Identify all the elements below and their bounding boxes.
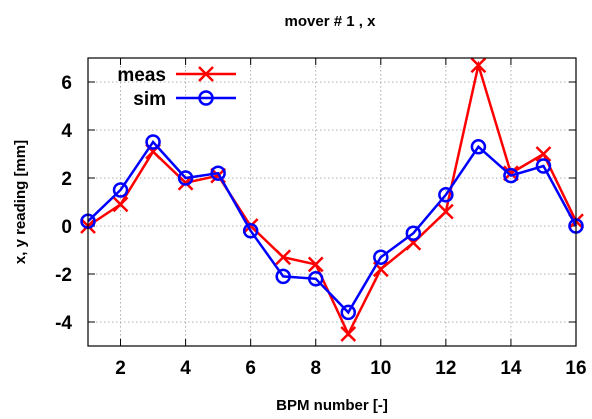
series-layer (80, 57, 584, 342)
plot-frame (87, 57, 577, 347)
axis-ticks: 2 4 6 8 10 12 14 16 -4 -2 0 2 4 6 (55, 58, 587, 379)
y-axis-label: x, y reading [mm] (12, 140, 29, 264)
x-tick-label: 16 (565, 358, 586, 379)
legend-marker-sim (198, 90, 214, 106)
meas-point (112, 196, 129, 213)
legend-label-sim: sim (133, 89, 166, 110)
chart-title: mover # 1 , x (285, 13, 377, 30)
sim-point (438, 187, 454, 203)
legend-marker-meas (198, 66, 214, 82)
legend: meas sim (117, 65, 236, 110)
sim-point (112, 182, 129, 198)
meas-point (470, 57, 487, 74)
x-tick-label: 4 (180, 358, 191, 379)
sim-point (405, 225, 422, 241)
meas-line (87, 60, 578, 337)
meas-point (307, 256, 324, 273)
meas-point (535, 146, 552, 162)
x-axis-label: BPM number [-] (276, 397, 388, 414)
y-tick-label: -2 (55, 265, 72, 286)
y-tick-label: 6 (61, 73, 72, 94)
meas-point (503, 165, 519, 182)
x-tick-label: 12 (435, 358, 456, 379)
meas-point (340, 326, 357, 342)
sim-point (340, 304, 357, 321)
y-tick-label: 2 (61, 169, 72, 190)
sim-point (145, 134, 161, 150)
legend-label-meas: meas (117, 65, 166, 86)
x-tick-label: 8 (310, 358, 321, 379)
sim-point (210, 165, 226, 181)
series-sim (80, 134, 584, 321)
sim-point (242, 223, 259, 239)
sim-point (535, 158, 552, 174)
x-tick-label: 2 (115, 358, 126, 379)
meas-point (275, 249, 292, 266)
x-tick-label: 14 (500, 358, 522, 379)
x-tick-label: 6 (245, 358, 256, 379)
y-tick-label: 0 (61, 217, 72, 238)
sim-point (470, 139, 487, 155)
sim-point (503, 167, 519, 184)
x-tick-label: 10 (370, 358, 391, 379)
sim-point (307, 271, 324, 287)
meas-point (437, 203, 454, 220)
y-tick-label: 4 (61, 121, 72, 142)
y-tick-label: -4 (55, 313, 72, 334)
sim-point (177, 170, 194, 186)
sim-line (87, 139, 578, 315)
sim-point (373, 249, 389, 265)
sim-point (275, 268, 291, 285)
